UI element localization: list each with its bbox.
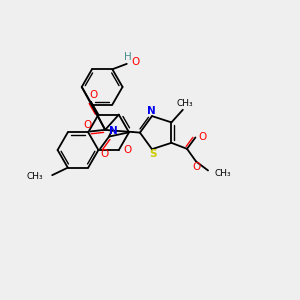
Text: O: O xyxy=(123,145,131,155)
Text: O: O xyxy=(89,90,98,100)
Text: O: O xyxy=(198,132,206,142)
Text: H: H xyxy=(124,52,132,62)
Text: S: S xyxy=(149,149,156,159)
Text: CH₃: CH₃ xyxy=(176,99,193,108)
Text: O: O xyxy=(84,120,92,130)
Text: CH₃: CH₃ xyxy=(27,172,43,181)
Text: CH₃: CH₃ xyxy=(214,169,231,178)
Text: O: O xyxy=(192,162,200,172)
Text: O: O xyxy=(100,149,109,159)
Text: N: N xyxy=(147,106,156,116)
Text: O: O xyxy=(131,57,139,68)
Text: N: N xyxy=(109,125,118,136)
